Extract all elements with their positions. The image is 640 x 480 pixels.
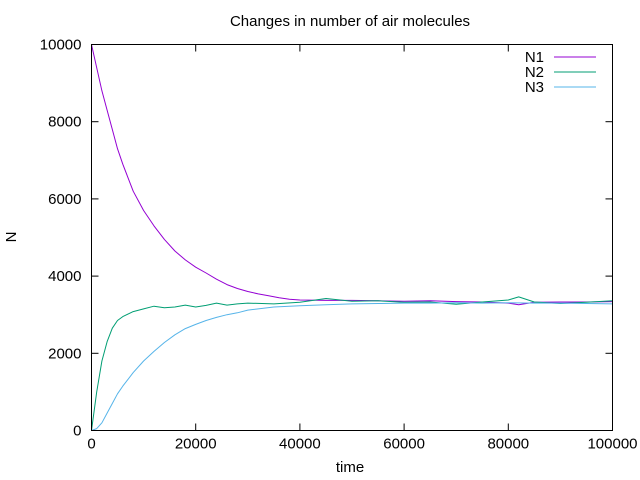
y-tick-label: 0: [73, 423, 81, 440]
y-tick-label: 4000: [48, 268, 81, 285]
y-tick-label: 6000: [48, 191, 81, 208]
chart-title: Changes in number of air molecules: [230, 13, 470, 30]
plot-series: [91, 44, 613, 431]
x-tick-label: 20000: [175, 436, 217, 453]
x-tick-label: 80000: [487, 436, 529, 453]
series-line-n2: [91, 296, 613, 431]
legend-label-n3: N3: [525, 79, 544, 96]
x-axis-label: time: [336, 459, 364, 476]
legend-label-n1: N1: [525, 49, 544, 66]
x-tick-label: 100000: [587, 436, 637, 453]
y-tick-label: 10000: [40, 37, 82, 54]
legend-label-n2: N2: [525, 64, 544, 81]
x-tick-label: 60000: [383, 436, 425, 453]
y-tick-label: 2000: [48, 345, 81, 362]
x-tick-label: 40000: [279, 436, 321, 453]
series-line-n3: [91, 302, 613, 431]
y-axis-label: N: [3, 232, 20, 243]
axis-ticks: 0 20000 40000 60000 80000 100000 0 2000 4000 6000…: [40, 37, 638, 453]
y-tick-label: 8000: [48, 114, 81, 131]
plot-frame: [91, 44, 613, 431]
x-tick-label: 0: [87, 436, 95, 453]
